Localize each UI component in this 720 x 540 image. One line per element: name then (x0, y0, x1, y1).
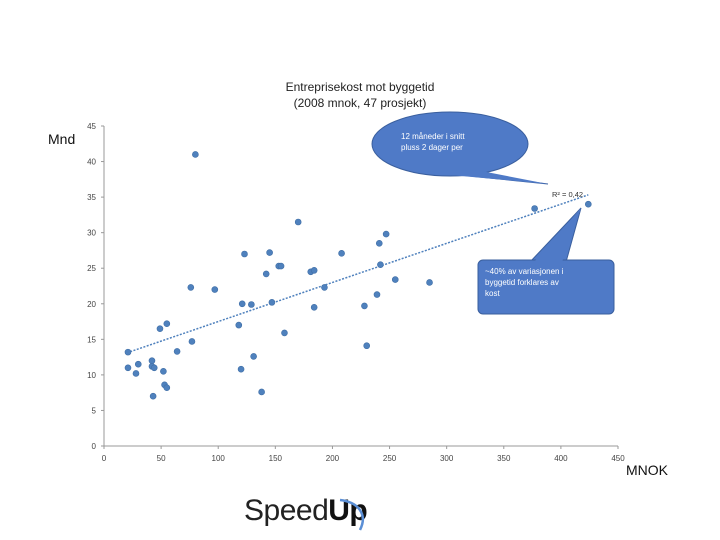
y-tick-label: 0 (92, 442, 97, 451)
data-point (150, 364, 158, 372)
x-tick-label: 50 (157, 454, 166, 463)
data-point (132, 370, 140, 377)
x-tick-label: 450 (611, 454, 625, 463)
data-point (294, 218, 302, 226)
data-point (163, 320, 171, 327)
y-axis-unit: Mnd (48, 131, 76, 147)
y-tick-label: 20 (87, 300, 96, 309)
r2-label: R² = 0,42 (552, 190, 583, 199)
data-point (585, 200, 592, 208)
data-point (426, 279, 433, 286)
data-point (211, 286, 219, 293)
data-point (187, 284, 195, 291)
data-point (262, 270, 270, 278)
trendline (126, 194, 589, 354)
data-point (338, 249, 345, 257)
callout-bubble (371, 111, 529, 177)
data-point (192, 151, 199, 158)
callout-intercept: 12 måneder i snitt pluss 2 dager per (371, 111, 549, 185)
data-point (268, 299, 276, 306)
data-point (148, 357, 156, 364)
data-point (160, 368, 167, 375)
data-point (373, 291, 381, 298)
data-point (235, 321, 243, 329)
data-point (248, 301, 255, 308)
x-tick-label: 0 (102, 454, 107, 463)
data-point (237, 365, 245, 373)
logo-text-speed: Speed (244, 494, 329, 527)
y-tick-label: 45 (87, 122, 96, 131)
data-point (321, 284, 328, 291)
data-point (124, 364, 132, 372)
chart-subtitle: (2008 mnok, 47 prosjekt) (293, 96, 427, 110)
speedup-logo: SpeedUp (244, 494, 384, 532)
x-tick-label: 200 (326, 454, 340, 463)
y-tick-label: 10 (87, 371, 96, 380)
data-point (281, 329, 288, 337)
y-tick-label: 5 (92, 406, 97, 415)
callout-r2: ~40% av variasjonen i byggetid forklares … (477, 207, 615, 315)
data-point (363, 342, 371, 350)
y-tick-label: 15 (87, 335, 96, 344)
callout-text-line: pluss 2 dager per (401, 143, 463, 152)
data-point (238, 300, 246, 308)
data-point (266, 249, 273, 256)
y-tick-label: 25 (87, 264, 96, 273)
data-point (277, 262, 285, 270)
callout-text-line: byggetid forklares av (485, 278, 559, 287)
data-point (377, 261, 384, 268)
data-point (531, 205, 538, 212)
x-tick-label: 100 (212, 454, 226, 463)
logo-swoosh-icon (339, 498, 365, 531)
chart-title: Entreprisekost mot byggetid (285, 80, 435, 94)
x-tick-label: 400 (554, 454, 568, 463)
data-point (241, 250, 248, 258)
data-point (188, 338, 196, 345)
data-point (310, 267, 318, 274)
x-tick-label: 150 (269, 454, 283, 463)
x-tick-label: 350 (497, 454, 511, 463)
data-point (382, 230, 390, 238)
data-point (375, 240, 383, 247)
data-point (163, 384, 171, 391)
data-point (310, 304, 318, 311)
callout-pointer-fill (418, 170, 548, 184)
x-axis-unit: MNOK (626, 462, 668, 478)
data-point (156, 325, 164, 332)
data-point (149, 392, 157, 400)
data-point (134, 360, 142, 368)
callout-text-line: 12 måneder i snitt (401, 132, 465, 141)
y-tick-label: 35 (87, 193, 96, 202)
trendline-group: R² = 0,42 (126, 190, 589, 354)
y-tick-label: 30 (87, 229, 96, 238)
x-tick-label: 250 (383, 454, 397, 463)
data-point (173, 348, 181, 355)
data-point (250, 353, 257, 360)
y-tick-label: 40 (87, 158, 96, 167)
data-point (391, 276, 399, 283)
callout-pointer-fill (534, 208, 581, 262)
data-point (361, 302, 368, 310)
data-points (124, 151, 592, 400)
callout-text-line: ~40% av variasjonen i (485, 267, 564, 276)
data-point (258, 388, 265, 396)
callout-text-line: kost (485, 289, 500, 298)
data-point (124, 348, 132, 356)
x-tick-label: 300 (440, 454, 454, 463)
